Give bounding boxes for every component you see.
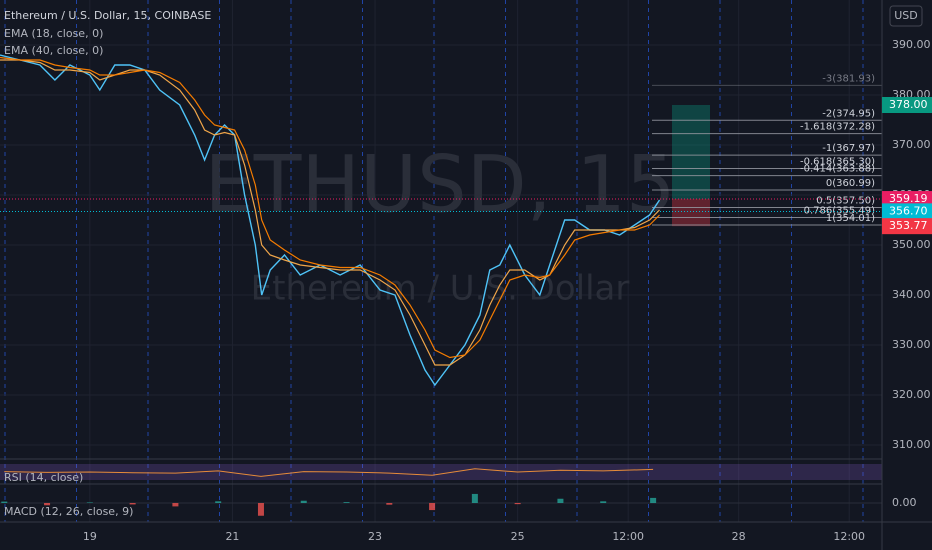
price-badge-label: 353.77 <box>889 219 928 232</box>
rsi-label: RSI (14, close) <box>4 471 83 484</box>
macd-bar <box>44 503 51 506</box>
y-tick-label: 320.00 <box>892 388 931 401</box>
macd-bar <box>172 503 179 507</box>
y-tick-label: 340.00 <box>892 288 931 301</box>
rsi-band <box>0 464 882 480</box>
price-badge <box>882 97 932 113</box>
macd-bar <box>557 498 564 503</box>
macd-bar <box>215 501 222 503</box>
y-tick-label: 330.00 <box>892 338 931 351</box>
watermark: ETHUSD, 15 <box>204 140 675 230</box>
fib-label: 1(354.01) <box>826 213 875 224</box>
y-tick-label: 390.00 <box>892 38 931 51</box>
rsi-line <box>4 468 654 477</box>
fib-label: -3(381.93) <box>822 73 875 84</box>
fib-label: 0.786(355.49) <box>804 206 876 217</box>
x-tick-label: 25 <box>511 530 525 543</box>
macd-bar <box>471 493 478 503</box>
macd-bar <box>129 503 136 505</box>
macd-bar <box>343 502 350 503</box>
position-loss <box>672 199 710 227</box>
y-tick-label: 310.00 <box>892 438 931 451</box>
macd-bar <box>600 501 607 503</box>
macd-bar <box>257 503 264 516</box>
x-tick-label: 12:00 <box>833 530 865 543</box>
macd-bar <box>86 502 93 503</box>
grid <box>0 0 882 522</box>
macd-bar <box>386 503 393 505</box>
macd-bar <box>514 503 521 505</box>
macd-bar <box>429 503 436 511</box>
x-tick-label: 19 <box>83 530 97 543</box>
price-badge <box>882 191 932 208</box>
fib-label: 0.5(357.50) <box>816 196 875 207</box>
fib-label: -1.618(372.28) <box>800 122 875 133</box>
position-profit <box>672 105 710 200</box>
macd-bar <box>1 501 8 503</box>
x-tick-label: 12:00 <box>612 530 644 543</box>
legend-entry: EMA (40, close, 0) <box>4 44 103 57</box>
symbol-title: Ethereum / U.S. Dollar, 15, COINBASE <box>4 9 211 22</box>
fib-label: -0.618(365.30) <box>800 157 875 168</box>
legend-entry: EMA (18, close, 0) <box>4 27 103 40</box>
macd-bar <box>300 500 307 503</box>
price-badge <box>882 203 932 220</box>
macd-label: MACD (12, 26, close, 9) <box>4 505 133 518</box>
currency-button[interactable] <box>889 5 923 27</box>
currency-label[interactable]: USD <box>894 9 918 22</box>
price-badge-label: 359.19 <box>889 192 928 205</box>
fib-label: -0.414(363.88) <box>800 164 875 175</box>
axes: 390.00380.00370.00360.00350.00340.00330.… <box>4 38 932 543</box>
x-tick-label: 21 <box>225 530 239 543</box>
fib-label: -1(367.97) <box>822 143 875 154</box>
x-tick-label: 28 <box>732 530 746 543</box>
ema-line <box>0 59 660 366</box>
price-badge <box>882 218 932 235</box>
plot: -3(381.93) -2(374.95) -1.618(372.28) -1(367… <box>0 54 882 516</box>
y-tick-label: 370.00 <box>892 138 931 151</box>
watermark-subtitle: Ethereum / U.S. Dollar <box>251 269 630 309</box>
fib-label: -2(374.95) <box>822 108 875 119</box>
x-tick-label: 23 <box>368 530 382 543</box>
price-line-series <box>0 54 661 387</box>
fib-label: 0(360.99) <box>826 178 875 189</box>
y-tick-label: 0.00 <box>892 496 917 509</box>
price-badge-label: 378.00 <box>889 98 928 111</box>
macd-bar <box>650 497 657 503</box>
ema-line <box>0 56 660 359</box>
y-tick-label: 350.00 <box>892 238 931 251</box>
price-badge-label: 356.70 <box>889 205 928 218</box>
